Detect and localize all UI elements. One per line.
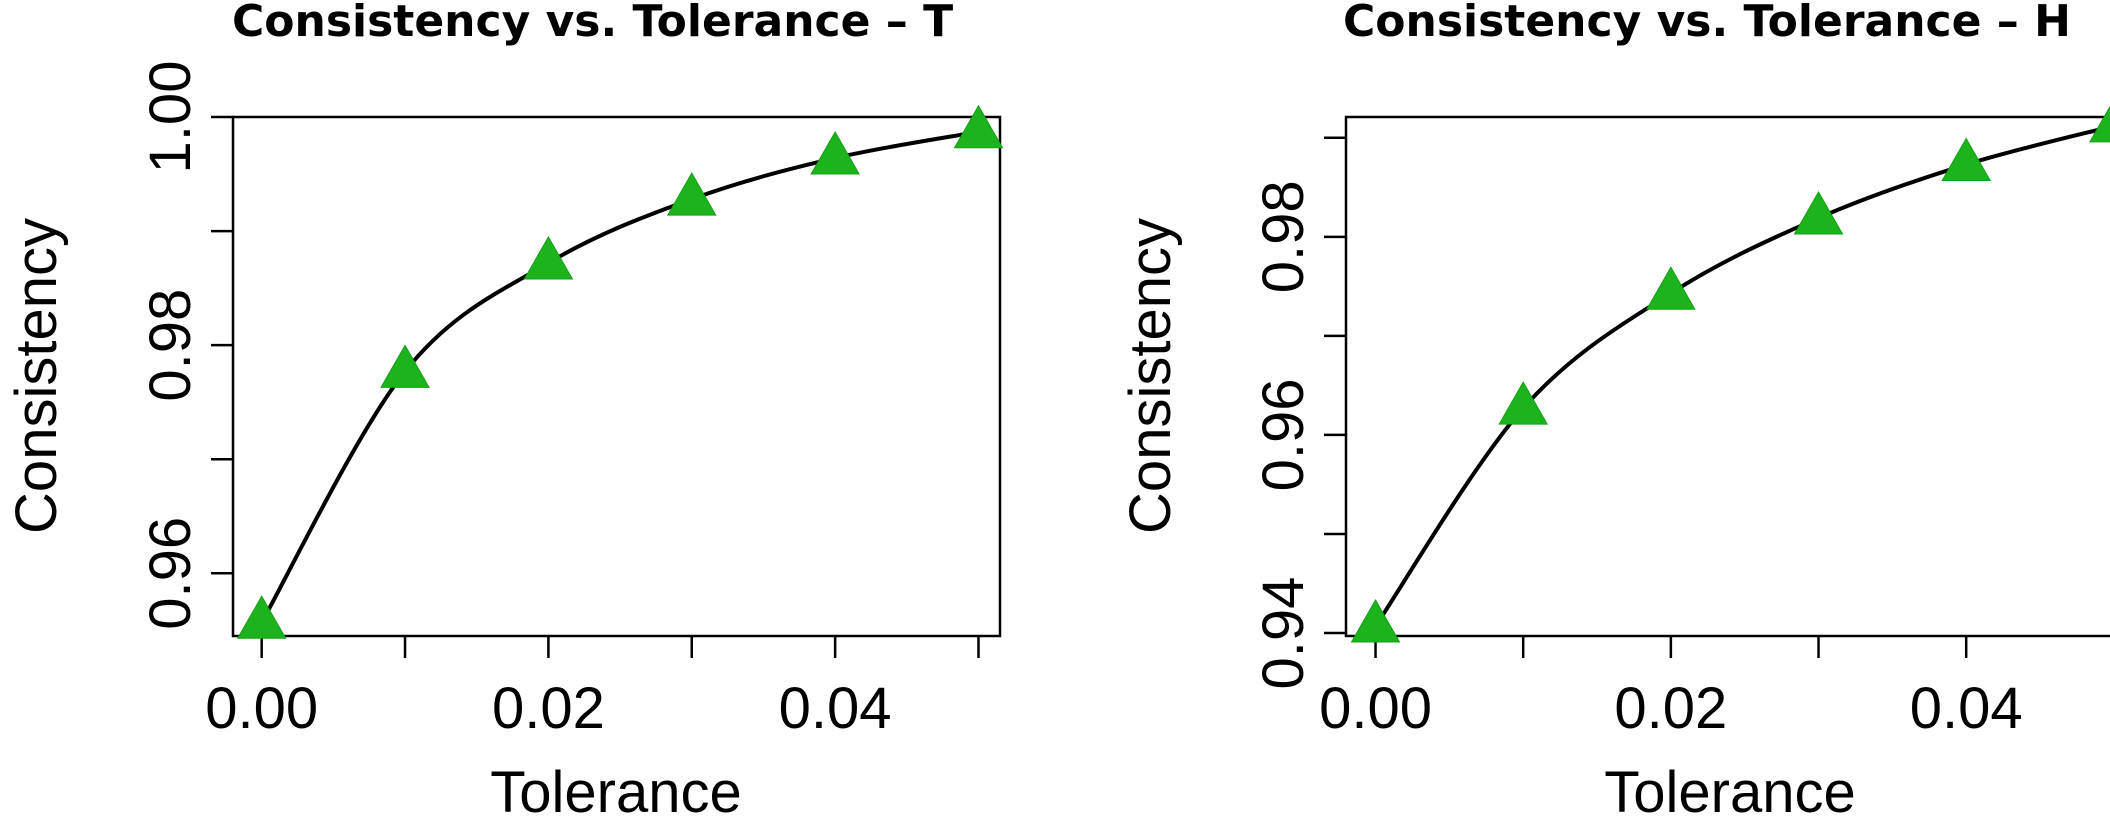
chart-panel-t: Consistency vs. Tolerance – T 0.00 0.02 0.… [4,0,1004,825]
x-axis: 0.00 0.02 0.04 [1319,636,2023,741]
data-point-marker [1941,137,1992,182]
data-point-marker [1793,190,1844,235]
data-point-marker [810,131,860,175]
y-tick-label: 0.96 [1251,378,1316,491]
x-tick-label: 0.00 [205,676,318,741]
x-tick-label: 0.00 [1319,676,1432,741]
x-tick-label: 0.02 [492,676,605,741]
plot-frame [231,115,1002,638]
y-tick-label: 1.00 [138,61,203,174]
data-point-marker [236,595,287,639]
x-axis-label: Tolerance [1604,760,1855,825]
data-point-marker [523,235,574,280]
y-tick-label: 0.98 [1251,180,1316,293]
y-tick-label: 0.98 [138,289,203,402]
chart-title: Consistency vs. Tolerance – H [1343,0,2071,47]
y-axis: 0.96 0.98 1.00 [138,61,233,630]
y-axis-label: Consistency [4,218,69,534]
x-axis-label: Tolerance [490,760,741,825]
y-axis: 0.94 0.96 0.98 [1251,136,1346,690]
plot-area [236,104,1004,639]
data-point-marker [1645,266,1696,310]
y-tick-label: 0.94 [1251,577,1316,690]
data-point-marker [1498,381,1549,425]
data-point-marker [666,172,717,216]
series-line [1373,124,2110,628]
x-tick-label: 0.04 [779,676,892,741]
chart-panel-h: Consistency vs. Tolerance – H 0.00 0.02 0.… [1118,0,2110,825]
data-point-marker [2088,105,2110,143]
y-axis-label: Consistency [1118,218,1183,534]
series-line [259,129,979,624]
x-axis: 0.00 0.02 0.04 [205,636,980,741]
chart-title: Consistency vs. Tolerance – T [232,0,953,47]
data-point-marker [953,104,1004,149]
data-point-marker [1350,599,1401,643]
x-tick-label: 0.04 [1910,676,2023,741]
data-point-marker [380,344,430,388]
plot-area [1350,105,2110,643]
y-tick-label: 0.96 [138,517,203,630]
plot-frame [1344,115,2110,638]
x-tick-label: 0.02 [1614,676,1727,741]
